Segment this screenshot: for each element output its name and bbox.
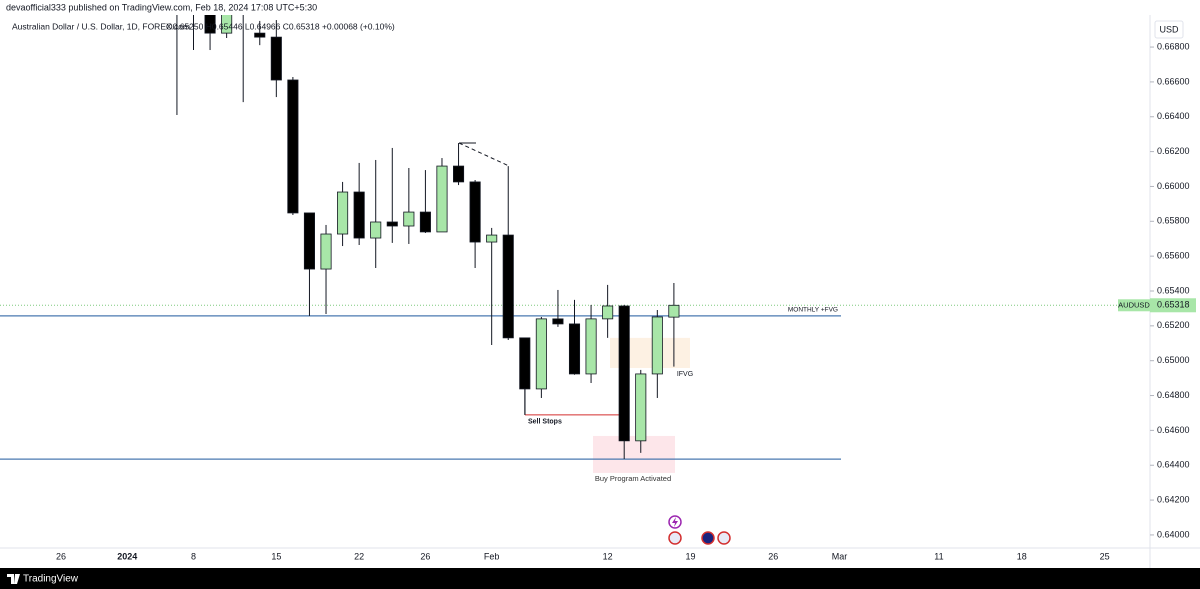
candle-body [602,305,614,320]
y-tick-label: 0.64600 [1157,425,1190,435]
candle-body [651,316,663,375]
x-tick-label: 26 [420,551,430,561]
candle-body [453,165,465,183]
candle-body [221,15,233,34]
x-tick-label: 11 [934,551,943,561]
y-tick-label: 0.65400 [1157,285,1190,295]
candle-body [535,318,547,390]
candle-body [618,305,630,442]
x-tick-label: 26 [768,551,778,561]
candle-body [519,337,531,390]
candle-body [668,304,680,318]
y-tick-label: 0.64200 [1157,494,1190,504]
y-tick-label: 0.65800 [1157,216,1190,226]
x-tick-label: Feb [484,551,500,561]
candle-body [436,165,448,233]
y-tick-label: 0.65000 [1157,355,1190,365]
ifvg-label: IFVG [677,371,693,378]
ohlc-legend: O0.65250 H0.65446 L0.64966 C0.65318 +0.0… [166,21,395,31]
y-tick-label: 0.64400 [1157,460,1190,470]
x-tick-label: 18 [1017,551,1027,561]
candle-body [370,221,382,239]
x-tick-label: 22 [354,551,364,561]
flag-icon[interactable] [701,531,715,545]
candle-body [585,318,597,375]
y-tick-label: 0.66600 [1157,76,1190,86]
x-tick-label: 2024 [117,551,137,561]
plot-area [0,15,1150,473]
publish-bar [0,0,1200,15]
x-tick-label: 12 [603,551,613,561]
candle-body [353,191,365,239]
x-tick-label: 8 [191,551,196,561]
flag-icon[interactable] [668,531,682,545]
y-tick-label: 0.65200 [1157,320,1190,330]
lightning [672,517,678,527]
price-tag-label: 0.65318 [1157,300,1190,310]
candle-body [287,79,299,214]
currency-label: USD [1159,24,1179,34]
flag-icon[interactable] [717,531,731,545]
candle-body [568,323,581,375]
candle-body [386,221,398,227]
trend-drawing [458,142,510,167]
y-tick-label: 0.65600 [1157,251,1190,261]
monthly-fvg-label: MONTHLY +FVG [788,307,838,314]
candle-body [270,36,282,81]
tv-logo [7,574,20,584]
buy-program-label: Buy Program Activated [595,474,671,483]
candle-body [320,233,332,270]
candle-body [486,234,498,243]
candle-body [337,191,349,235]
x-tick-label: 26 [56,551,66,561]
y-tick-label: 0.66000 [1157,181,1190,191]
chart-title: Australian Dollar / U.S. Dollar, 1D, FOR… [12,21,190,31]
candle-body [502,234,514,339]
symbol-tag [1118,299,1150,312]
buy-program-zone [593,435,675,473]
y-tick-label: 0.64000 [1157,529,1190,539]
y-tick-label: 0.66200 [1157,146,1190,156]
candle-body [635,373,647,442]
candle-body [303,212,315,270]
y-tick-label: 0.66400 [1157,111,1190,121]
currency-box[interactable] [1154,20,1184,39]
sell-stops-label: Sell Stops [528,419,562,426]
publish-info: devaofficial333 published on TradingView… [6,2,317,12]
candle-body [204,15,216,34]
candle-body [419,211,431,233]
symbol-tag-label: AUDUSD [1118,300,1150,309]
footer-brand: TradingView [23,574,79,585]
x-tick-label: 15 [271,551,281,561]
candle-body [469,181,481,243]
footer-bar [0,568,1200,589]
y-tick-label: 0.66800 [1157,41,1190,51]
candle-body [403,211,415,227]
y-tick-label: 0.64800 [1157,390,1190,400]
x-tick-label: Mar [832,551,848,561]
candle-body [552,318,564,325]
price-tag [1150,298,1196,313]
x-tick-label: 19 [685,551,695,561]
candle-body [254,32,266,38]
event-icons [668,515,731,545]
x-tick-label: 25 [1100,551,1110,561]
